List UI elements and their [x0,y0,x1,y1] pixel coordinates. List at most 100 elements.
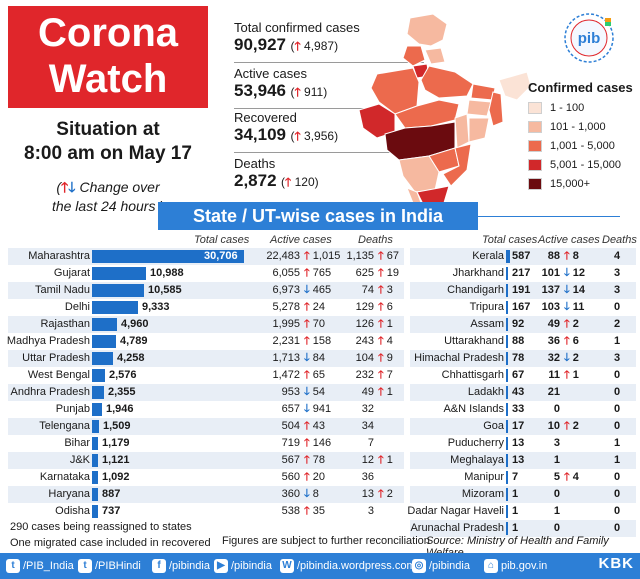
down-arrow-icon: 🡓 [304,403,310,415]
social-link[interactable]: t/PIB_India [6,558,74,574]
active-cases-change: 🡓 465 [304,284,332,296]
social-handle: /PIB_India [23,560,74,572]
active-cases-change: 🡓 84 [304,352,326,364]
table-row: Odisha 737 538 🡑 35 3 [8,503,404,520]
up-arrow-icon: 🡑 [378,386,384,398]
state-name: Madhya Pradesh [6,335,90,347]
total-cases-bar [92,335,116,348]
active-cases-value: 3 [553,437,560,449]
table-row: Puducherry 13 3 1 [410,435,636,452]
total-cases-value: 13 [512,437,525,449]
total-cases-bar [506,437,508,450]
total-cases-value: 191 [512,284,531,296]
up-arrow-icon: 🡑 [304,335,310,347]
stat-divider [234,62,424,63]
deaths-value: 232 [355,369,374,381]
stat-block: Recovered 34,109 (🡑 3,956) [234,110,424,153]
active-cases-change: 🡑 146 [304,437,332,449]
active-cases-value: 560 [281,471,300,483]
deaths-value: 0 [614,471,621,483]
stat-delta: (🡑 3,956) [290,129,339,143]
up-arrow-icon: 🡑 [378,318,384,330]
active-cases-value: 36 [547,335,560,347]
social-link[interactable]: f/pibindia [152,558,210,574]
state-name: Himachal Pradesh [414,352,504,364]
legend-swatch [528,102,542,115]
up-arrow-icon: 🡑 [304,420,310,432]
legend-swatch [528,159,542,172]
table-row: Meghalaya 13 1 1 [410,452,636,469]
table-row: Karnataka 1,092 560 🡑 20 36 [8,469,404,486]
left-header-active: Active cases [270,234,332,246]
table-row: Chhattisgarh 67 11 🡑 1 0 [410,367,636,384]
map-region-uttarakhand [424,47,446,65]
total-cases-value: 10,585 [148,284,182,296]
legend-label: 1 - 100 [550,102,585,114]
up-arrow-icon: 🡑 [304,369,310,381]
total-cases-bar [92,420,99,433]
legend-swatch [528,121,542,134]
deaths-value: 0 [614,386,621,398]
active-cases-change: 🡑 2 [564,318,579,330]
state-name: Ladakh [467,386,504,398]
state-name: Arunachal Pradesh [410,522,504,534]
deaths-value: 0 [614,522,621,534]
active-cases-value: 0 [553,403,560,415]
stat-delta: (🡑 4,987) [290,39,339,53]
up-arrow-icon: 🡑 [378,335,384,347]
state-name: West Bengal [27,369,90,381]
deaths-value: 34 [361,420,374,432]
deaths-value: 2 [614,318,621,330]
deaths-value: 3 [614,284,621,296]
right-header-active: Active cases [538,234,600,246]
table-row: Andhra Pradesh 2,355 953 🡓 54 49 🡑 1 [8,384,404,401]
total-cases-value: 17 [512,420,525,432]
state-name: Haryana [48,488,90,500]
table-row: Assam 92 49 🡑 2 2 [410,316,636,333]
state-name: Goa [483,420,504,432]
state-name: Tripura [469,301,504,313]
deaths-value: 74 [361,284,374,296]
social-link[interactable]: t/PIBHindi [78,558,141,574]
total-cases-bar [506,352,508,365]
deaths-value: 0 [614,301,621,313]
active-cases-change: 🡑 158 [304,335,332,347]
title-line-1: Corona [38,11,178,55]
deaths-value: 0 [614,403,621,415]
total-cases-value: 9,333 [142,301,170,313]
social-handle: /pibindia [429,560,470,572]
map-region-north [406,13,448,47]
down-arrow-icon: 🡓 [68,179,76,195]
active-cases-change: 🡓 14 [564,284,586,296]
active-cases-change: 🡓 54 [304,386,326,398]
total-cases-value: 78 [512,352,525,364]
legend-swatch [528,140,542,153]
table-row: Punjab 1,946 657 🡓 941 32 [8,401,404,418]
social-link[interactable]: ▶/pibindia [214,558,272,574]
active-cases-change: 🡑 765 [304,267,332,279]
active-cases-value: 49 [547,318,560,330]
legend-item: 15,000+ [528,176,638,192]
table-row: Uttarakhand 88 36 🡑 6 1 [410,333,636,350]
stat-block: Deaths 2,872 (🡑 120) [234,156,424,194]
total-cases-value: 10,988 [150,267,184,279]
legend-item: 1 - 100 [528,100,638,116]
active-cases-change: 🡑 2 [564,420,579,432]
table-row: Chandigarh 191 137 🡓 14 3 [410,282,636,299]
total-cases-value: 67 [512,369,525,381]
social-link[interactable]: W/pibindia.wordpress.com [280,558,416,574]
active-cases-change: 🡑 4 [564,471,579,483]
deaths-value: 243 [355,335,374,347]
map-region-wb [488,91,504,127]
legend-title: Confirmed cases [528,80,633,95]
active-cases-value: 657 [281,403,300,415]
total-cases-bar [92,267,146,280]
social-link[interactable]: ◎/pibindia [412,558,470,574]
active-cases-change: 🡑 1 [564,369,579,381]
stat-label: Total confirmed cases [234,20,360,35]
up-arrow-icon: 🡑 [378,250,384,262]
social-link[interactable]: ⌂ pib.gov.in [484,558,547,574]
up-arrow-icon: 🡑 [564,471,570,483]
footer-note-reconciliation: Figures are subject to further reconcili… [222,535,430,547]
total-cases-value: 13 [512,454,525,466]
